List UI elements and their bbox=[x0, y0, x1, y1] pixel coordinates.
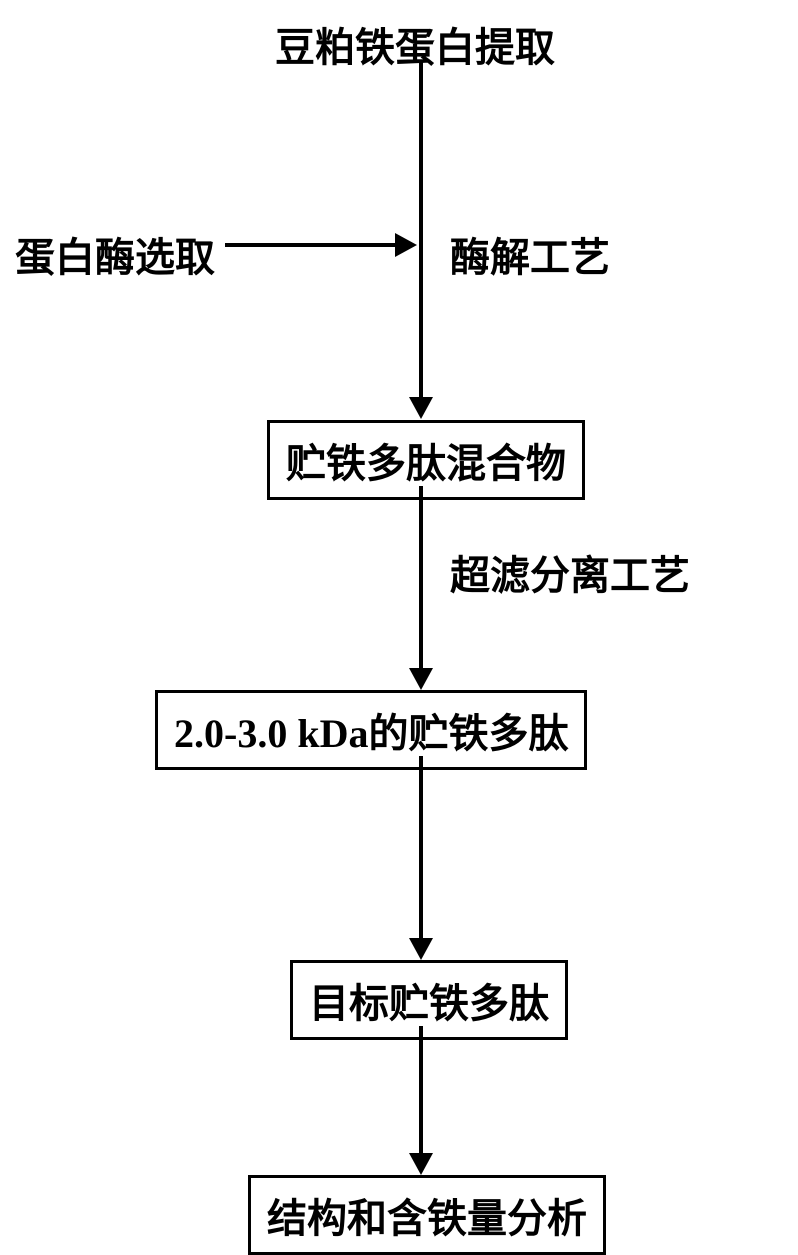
arrow-head-5 bbox=[409, 1153, 433, 1175]
arrow-head-2 bbox=[395, 233, 417, 257]
arrow-line-1 bbox=[419, 62, 423, 397]
node-protease-select: 蛋白酶选取 bbox=[15, 225, 215, 283]
arrow-line-5 bbox=[419, 1026, 423, 1153]
label-ultrafiltration: 超滤分离工艺 bbox=[450, 543, 690, 601]
arrow-line-4 bbox=[419, 756, 423, 938]
node-analysis: 结构和含铁量分析 bbox=[248, 1175, 606, 1255]
node-kda-peptide: 2.0-3.0 kDa的贮铁多肽 bbox=[155, 690, 587, 770]
node-extraction: 豆粕铁蛋白提取 bbox=[275, 15, 555, 73]
node-peptide-mixture: 贮铁多肽混合物 bbox=[267, 420, 585, 500]
flowchart-container: 豆粕铁蛋白提取 蛋白酶选取 酶解工艺 贮铁多肽混合物 超滤分离工艺 2.0-3.… bbox=[0, 0, 798, 1250]
node-target-peptide: 目标贮铁多肽 bbox=[290, 960, 568, 1040]
arrow-line-3 bbox=[419, 486, 423, 668]
arrow-head-3 bbox=[409, 668, 433, 690]
arrow-line-2 bbox=[225, 243, 395, 247]
arrow-head-1 bbox=[409, 397, 433, 419]
label-enzymolysis: 酶解工艺 bbox=[450, 225, 610, 283]
arrow-head-4 bbox=[409, 938, 433, 960]
